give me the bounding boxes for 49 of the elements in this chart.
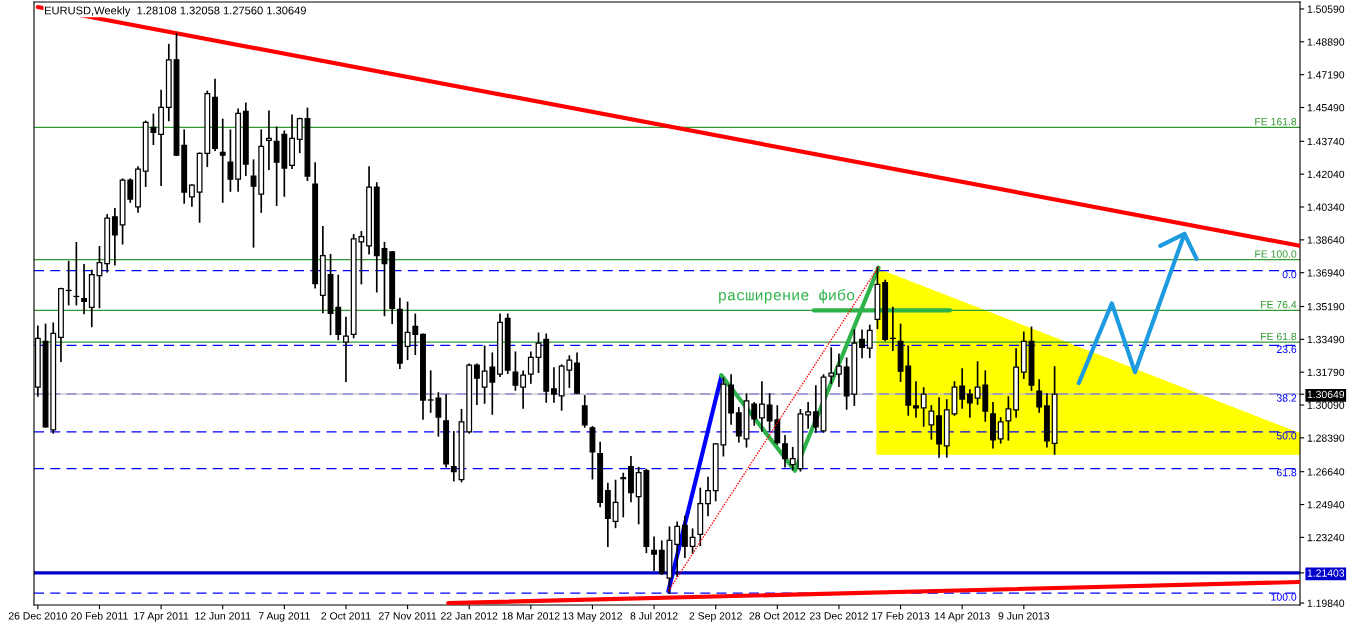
y-tick-label: 1.31790 bbox=[1307, 368, 1345, 377]
ref-line-label: FE 100.0 bbox=[1255, 250, 1297, 258]
x-tick-label: 2 Oct 2011 bbox=[321, 612, 371, 620]
x-tick-label: 28 Oct 2012 bbox=[749, 612, 806, 620]
y-tick-label: 1.35190 bbox=[1307, 303, 1345, 311]
x-tick-label: 23 Dec 2012 bbox=[809, 612, 868, 620]
ref-line-label: FE 76.4 bbox=[1261, 300, 1297, 309]
y-tick-label: 1.26640 bbox=[1307, 468, 1345, 476]
y-tick-label: 1.30090 bbox=[1307, 401, 1345, 409]
y-tick-label: 1.38640 bbox=[1307, 236, 1345, 244]
y-tick-label: 1.21403 bbox=[1307, 569, 1345, 577]
x-tick-label: 9 Jun 2013 bbox=[998, 612, 1050, 620]
y-tick-label: 1.43740 bbox=[1307, 137, 1345, 146]
annotation: 38.2 bbox=[1276, 394, 1297, 402]
y-tick-label: 1.48890 bbox=[1307, 38, 1345, 46]
annotation: расширение фибо bbox=[719, 289, 855, 304]
x-tick-label: 17 Apr 2011 bbox=[134, 612, 189, 622]
x-tick-label: 22 Jan 2012 bbox=[441, 612, 498, 620]
x-tick-label: 17 Feb 2013 bbox=[872, 611, 930, 620]
y-tick-label: 1.24940 bbox=[1307, 501, 1345, 509]
annotation: 50.0 bbox=[1276, 432, 1297, 440]
annotation: 100.0 bbox=[1271, 593, 1297, 601]
x-tick-label: 14 Apr 2013 bbox=[934, 612, 990, 622]
x-tick-label: 8 Jul 2012 bbox=[630, 611, 678, 620]
y-tick-label: 1.42040 bbox=[1307, 170, 1345, 179]
y-tick-label: 1.40340 bbox=[1307, 203, 1345, 211]
y-tick-label: 1.30649 bbox=[1307, 390, 1345, 399]
x-tick-label: 12 Jun 2011 bbox=[195, 612, 251, 620]
y-tick-label: 1.23240 bbox=[1307, 533, 1345, 542]
x-tick-label: 18 Mar 2012 bbox=[502, 612, 560, 620]
x-tick-label: 7 Aug 2011 bbox=[258, 612, 310, 622]
y-tick-label: 1.47190 bbox=[1307, 71, 1345, 79]
x-tick-label: 26 Dec 2010 bbox=[8, 612, 67, 620]
ref-line-label: FE 61.8 bbox=[1261, 332, 1297, 341]
annotation: 0.0 bbox=[1282, 270, 1297, 279]
chart-title: EURUSD,Weekly 1.28108 1.32058 1.27560 1.30649 bbox=[45, 6, 306, 17]
y-tick-label: 1.33490 bbox=[1307, 335, 1345, 344]
ref-line-label: FE 161.8 bbox=[1255, 117, 1297, 126]
y-tick-label: 1.19840 bbox=[1307, 599, 1345, 607]
y-tick-label: 1.36940 bbox=[1307, 269, 1345, 277]
x-tick-label: 20 Feb 2011 bbox=[71, 611, 128, 620]
x-tick-label: 13 May 2012 bbox=[563, 612, 623, 622]
y-tick-label: 1.28390 bbox=[1307, 434, 1345, 442]
y-tick-label: 1.45490 bbox=[1307, 103, 1345, 112]
y-tick-label: 1.50590 bbox=[1307, 5, 1345, 13]
annotation: 61.8 bbox=[1276, 468, 1297, 477]
x-tick-label: 2 Sep 2012 bbox=[689, 612, 742, 622]
annotation: 23.6 bbox=[1276, 345, 1297, 353]
x-tick-label: 27 Nov 2011 bbox=[378, 612, 437, 620]
